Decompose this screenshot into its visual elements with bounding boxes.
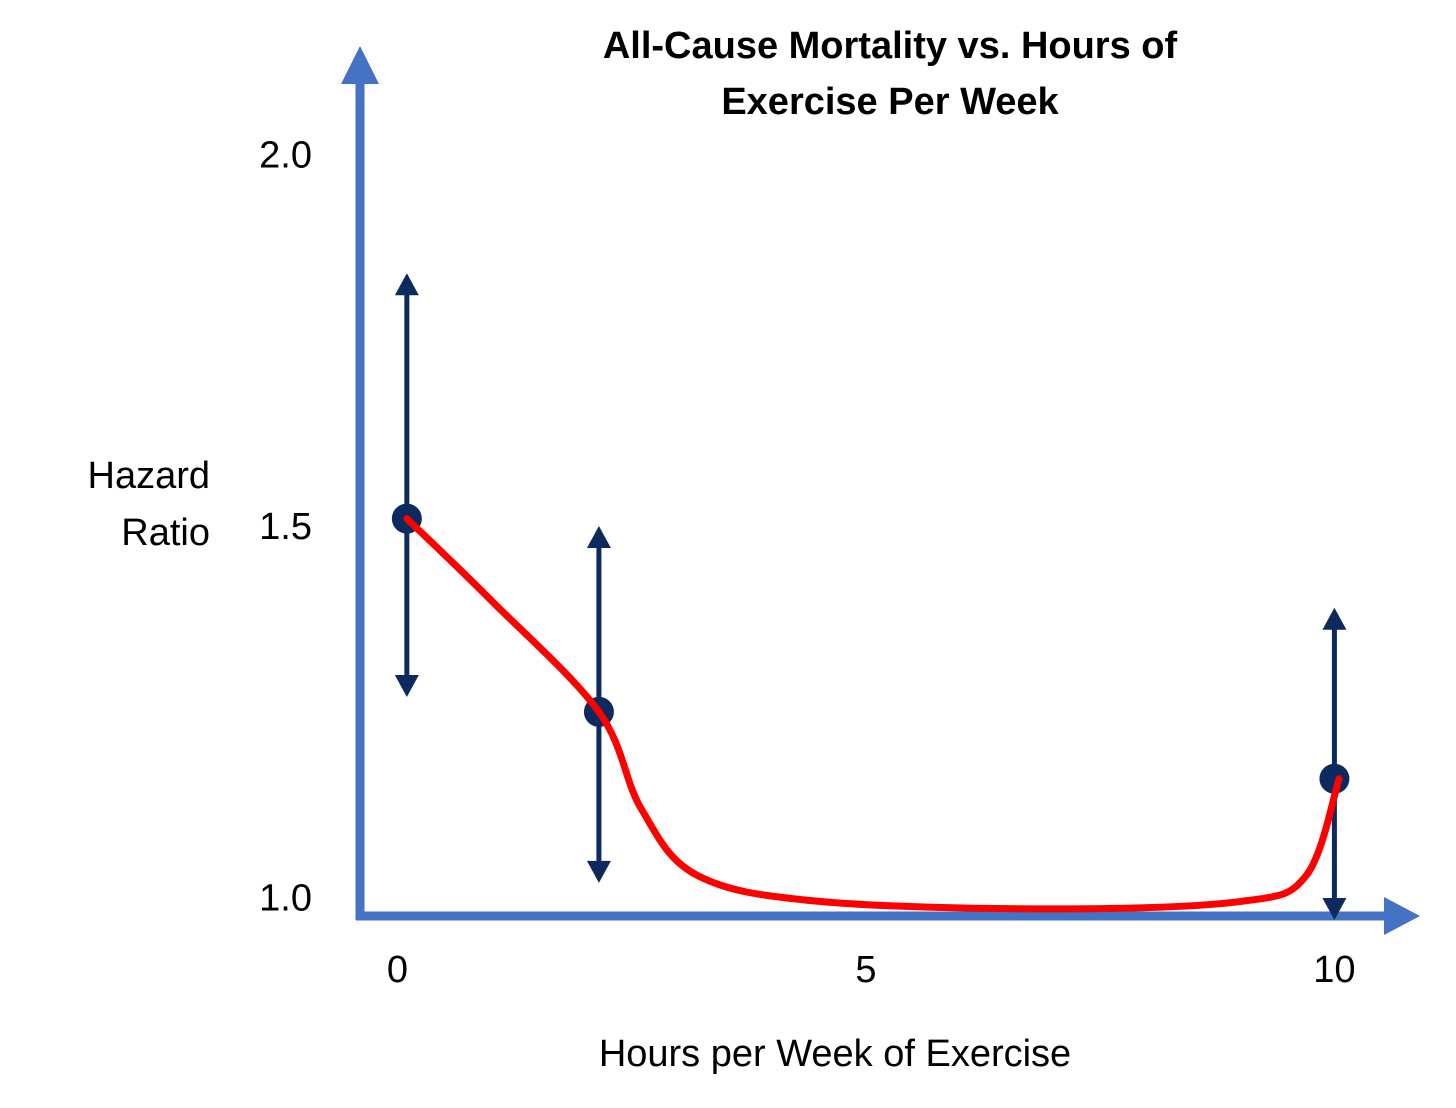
data-points [391, 503, 1350, 794]
error-bar-upper-arrow-2 [1322, 607, 1347, 630]
chart-title-line-2: Exercise Per Week [721, 81, 1059, 123]
trend-curve-group [403, 515, 1343, 913]
y-tick-label-2: 2.0 [259, 134, 312, 176]
x-axis-arrow [1384, 897, 1420, 935]
x-tick-label-1: 5 [855, 949, 876, 991]
data-point-2 [1319, 763, 1350, 794]
y-tick-label-0: 1.0 [259, 878, 312, 920]
y-tick-label-1: 1.5 [259, 506, 312, 548]
x-tick-label-2: 10 [1313, 949, 1355, 991]
y-axis-arrow [341, 46, 379, 84]
x-axis-label: Hours per Week of Exercise [599, 1033, 1071, 1075]
y-tick-labels: 1.0 1.5 2.0 [259, 134, 312, 919]
trend-curve [403, 515, 1343, 913]
y-axis-label-line-2: Ratio [121, 512, 210, 554]
axes [341, 46, 1420, 935]
y-axis-label-line-1: Hazard [88, 455, 211, 497]
x-tick-label-0: 0 [387, 949, 408, 991]
error-bar-lower-arrow-2 [1322, 898, 1347, 920]
chart-title-line-1: All-Cause Mortality vs. Hours of [603, 25, 1178, 67]
error-bars [394, 273, 1347, 920]
error-bar-upper-arrow-1 [586, 526, 611, 549]
error-bar-lower-arrow-0 [394, 674, 419, 697]
x-tick-labels: 0 5 10 [387, 949, 1356, 991]
error-bar-upper-arrow-0 [394, 273, 419, 296]
error-bar-lower-arrow-1 [586, 860, 611, 883]
